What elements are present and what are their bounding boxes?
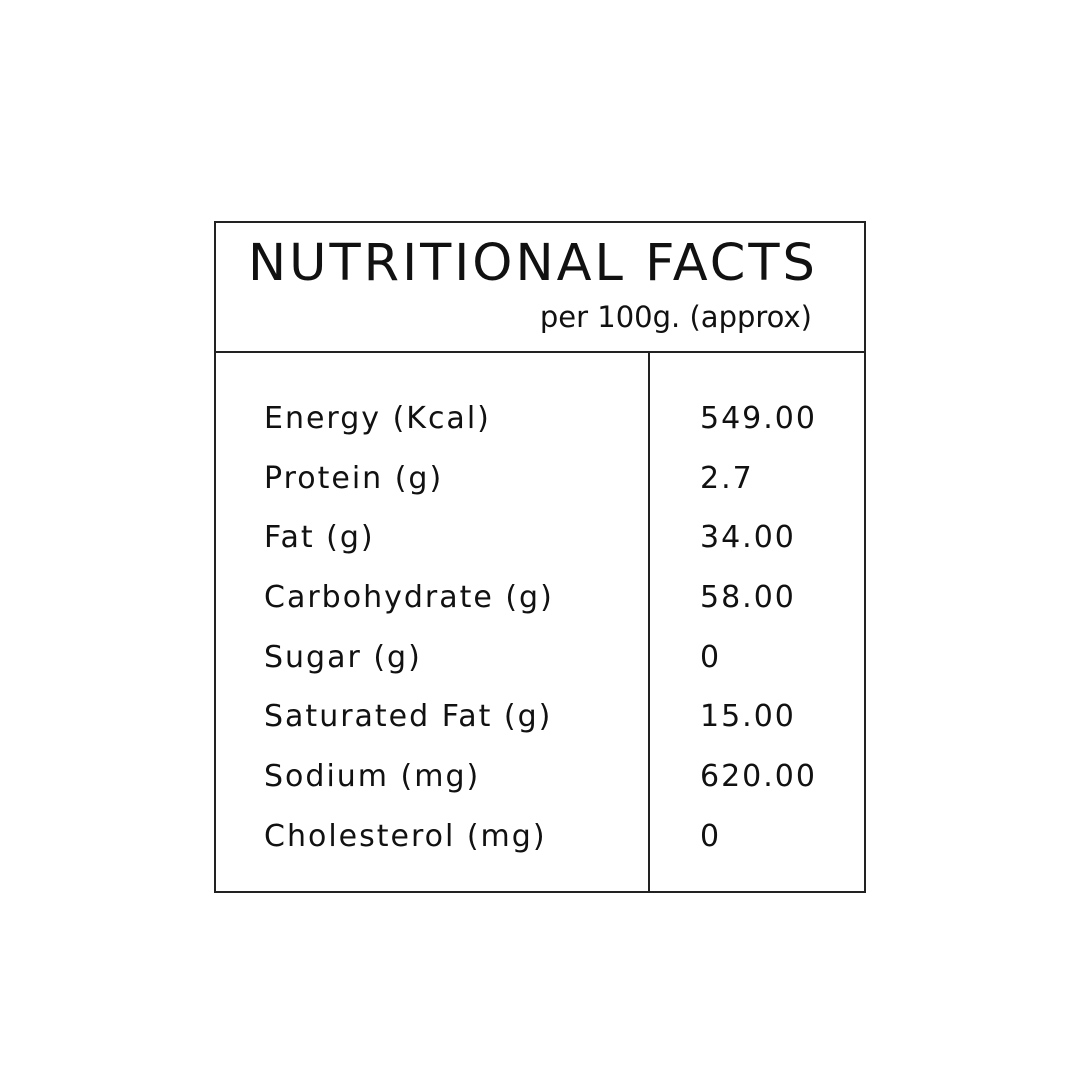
nutrient-value: 549.00 xyxy=(700,401,817,436)
nutrient-row: Energy (Kcal) 549.00 xyxy=(216,393,864,453)
nutrient-label: Sodium (mg) xyxy=(264,759,481,795)
nutrient-label: Protein (g) xyxy=(264,460,444,496)
nutrient-row: Carbohydrate (g) 58.00 xyxy=(216,572,864,632)
nutrient-row: Fat (g) 34.00 xyxy=(216,512,864,572)
nutrition-facts-panel: NUTRITIONAL FACTS per 100g. (approx) Ene… xyxy=(214,221,866,893)
nutrient-row: Sodium (mg) 620.00 xyxy=(216,751,864,811)
nutrient-value: 0 xyxy=(700,639,722,675)
nutrient-value: 34.00 xyxy=(700,520,796,556)
nutrient-label: Energy (Kcal) xyxy=(264,401,491,436)
nutrient-value: 620.00 xyxy=(700,759,817,795)
panel-header: NUTRITIONAL FACTS per 100g. (approx) xyxy=(216,223,864,353)
nutrient-list: Energy (Kcal) 549.00 Protein (g) 2.7 Fat… xyxy=(216,393,864,871)
panel-subtitle: per 100g. (approx) xyxy=(539,300,812,334)
nutrient-value: 15.00 xyxy=(700,699,796,735)
nutrient-label: Carbohydrate (g) xyxy=(264,580,554,616)
nutrient-label: Fat (g) xyxy=(264,520,375,556)
nutrient-value: 2.7 xyxy=(700,460,754,496)
nutrient-row: Sugar (g) 0 xyxy=(216,632,864,692)
column-divider xyxy=(648,351,650,891)
nutrient-label: Cholesterol (mg) xyxy=(264,818,547,854)
nutrient-row: Cholesterol (mg) 0 xyxy=(216,811,864,871)
nutrient-value: 0 xyxy=(700,818,722,854)
nutrient-row: Saturated Fat (g) 15.00 xyxy=(216,691,864,751)
nutrient-label: Sugar (g) xyxy=(264,639,422,675)
nutrient-row: Protein (g) 2.7 xyxy=(216,453,864,513)
panel-title: NUTRITIONAL FACTS xyxy=(248,234,818,293)
nutrient-value: 58.00 xyxy=(700,580,796,616)
nutrient-label: Saturated Fat (g) xyxy=(264,699,553,735)
